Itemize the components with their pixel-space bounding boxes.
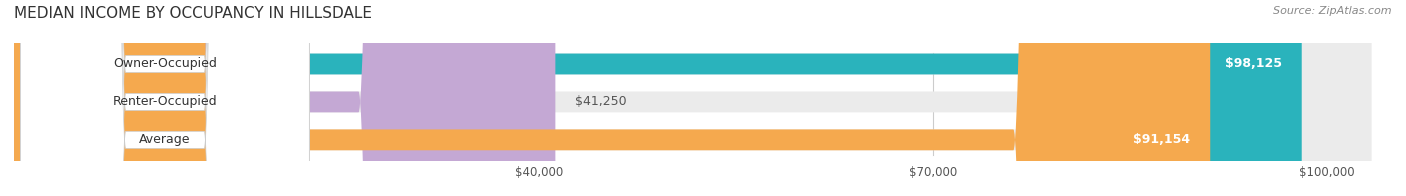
Text: Owner-Occupied: Owner-Occupied xyxy=(112,57,217,71)
Text: $91,154: $91,154 xyxy=(1133,133,1191,146)
Text: Renter-Occupied: Renter-Occupied xyxy=(112,95,218,108)
Text: $41,250: $41,250 xyxy=(575,95,627,108)
FancyBboxPatch shape xyxy=(14,0,1371,196)
FancyBboxPatch shape xyxy=(21,0,309,196)
FancyBboxPatch shape xyxy=(14,0,555,196)
FancyBboxPatch shape xyxy=(14,0,1371,196)
FancyBboxPatch shape xyxy=(14,0,1302,196)
Text: $98,125: $98,125 xyxy=(1225,57,1282,71)
FancyBboxPatch shape xyxy=(21,0,309,196)
FancyBboxPatch shape xyxy=(14,0,1211,196)
FancyBboxPatch shape xyxy=(14,0,1371,196)
FancyBboxPatch shape xyxy=(21,0,309,196)
Text: Average: Average xyxy=(139,133,191,146)
Text: MEDIAN INCOME BY OCCUPANCY IN HILLSDALE: MEDIAN INCOME BY OCCUPANCY IN HILLSDALE xyxy=(14,6,373,21)
Text: Source: ZipAtlas.com: Source: ZipAtlas.com xyxy=(1274,6,1392,16)
